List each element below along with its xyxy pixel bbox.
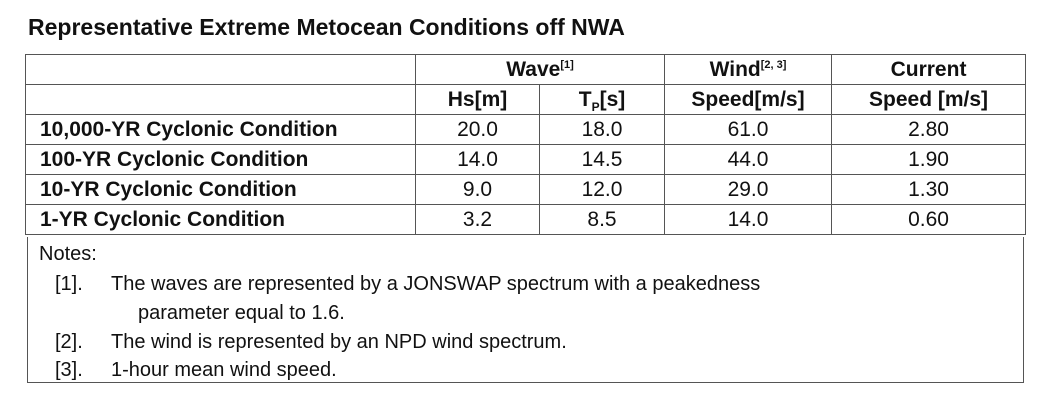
note-text: 1-hour mean wind speed. bbox=[111, 359, 337, 381]
table-row: 10-YR Cyclonic Condition 9.0 12.0 29.0 1… bbox=[25, 174, 1027, 205]
row-label: 10-YR Cyclonic Condition bbox=[25, 174, 416, 205]
header-empty-cell bbox=[25, 54, 416, 85]
wind-footnote-ref: [2, 3] bbox=[760, 58, 787, 71]
cell-hs: 3.2 bbox=[415, 204, 540, 235]
header-current-speed: Speed [m/s] bbox=[831, 84, 1027, 115]
table-row: 1-YR Cyclonic Condition 3.2 8.5 14.0 0.6… bbox=[25, 204, 1027, 235]
note-text: The waves are represented by a JONSWAP s… bbox=[111, 273, 761, 295]
cell-current-speed: 1.30 bbox=[831, 174, 1027, 205]
cell-hs: 20.0 bbox=[415, 114, 540, 145]
header-row-units: Hs[m] TP[s] Speed[m/s] Speed [m/s] bbox=[25, 84, 1027, 115]
cell-current-speed: 2.80 bbox=[831, 114, 1027, 145]
header-row-groups: Wave[1] Wind[2, 3] Current bbox=[25, 54, 1027, 85]
cell-current-speed: 1.90 bbox=[831, 144, 1027, 175]
header-hs: Hs[m] bbox=[415, 84, 540, 115]
note-number: [2]. bbox=[55, 331, 83, 353]
row-label: 100-YR Cyclonic Condition bbox=[25, 144, 416, 175]
cell-wind-speed: 44.0 bbox=[664, 144, 833, 175]
cell-wind-speed: 61.0 bbox=[664, 114, 833, 145]
header-empty-cell bbox=[25, 84, 416, 115]
cell-current-speed: 0.60 bbox=[831, 204, 1027, 235]
row-label: 1-YR Cyclonic Condition bbox=[25, 204, 416, 235]
notes-box: Notes: [1]. The waves are represented by … bbox=[27, 237, 1024, 383]
header-wind-speed: Speed[m/s] bbox=[664, 84, 833, 115]
header-current: Current bbox=[831, 54, 1027, 85]
header-wave: Wave[1] bbox=[414, 54, 666, 85]
table-row: 10,000-YR Cyclonic Condition 20.0 18.0 6… bbox=[25, 114, 1027, 145]
note-number: [3]. bbox=[55, 359, 83, 381]
cell-tp: 14.5 bbox=[538, 144, 666, 175]
cell-tp: 18.0 bbox=[538, 114, 666, 145]
note-number: [1]. bbox=[55, 273, 83, 295]
cell-hs: 14.0 bbox=[415, 144, 540, 175]
wave-footnote-ref: [1] bbox=[560, 58, 574, 71]
cell-wind-speed: 29.0 bbox=[664, 174, 833, 205]
cell-hs: 9.0 bbox=[415, 174, 540, 205]
note-text-continued: parameter equal to 1.6. bbox=[138, 302, 345, 324]
metocean-table: Wave[1] Wind[2, 3] Current Hs[m] TP[s] S… bbox=[25, 54, 1027, 235]
note-item: [2]. The wind is represented by an NPD wi… bbox=[55, 331, 567, 354]
row-label: 10,000-YR Cyclonic Condition bbox=[25, 114, 416, 145]
cell-tp: 12.0 bbox=[538, 174, 666, 205]
note-item: [3]. 1-hour mean wind speed. bbox=[55, 359, 337, 382]
cell-wind-speed: 14.0 bbox=[664, 204, 833, 235]
table-row: 100-YR Cyclonic Condition 14.0 14.5 44.0… bbox=[25, 144, 1027, 175]
note-item: [1]. The waves are represented by a JONSW… bbox=[55, 273, 760, 296]
cell-tp: 8.5 bbox=[538, 204, 666, 235]
header-tp: TP[s] bbox=[538, 84, 666, 115]
table-title: Representative Extreme Metocean Conditio… bbox=[28, 14, 625, 40]
note-text: The wind is represented by an NPD wind s… bbox=[111, 331, 567, 353]
notes-heading: Notes: bbox=[39, 243, 97, 265]
header-wind: Wind[2, 3] bbox=[664, 54, 833, 85]
